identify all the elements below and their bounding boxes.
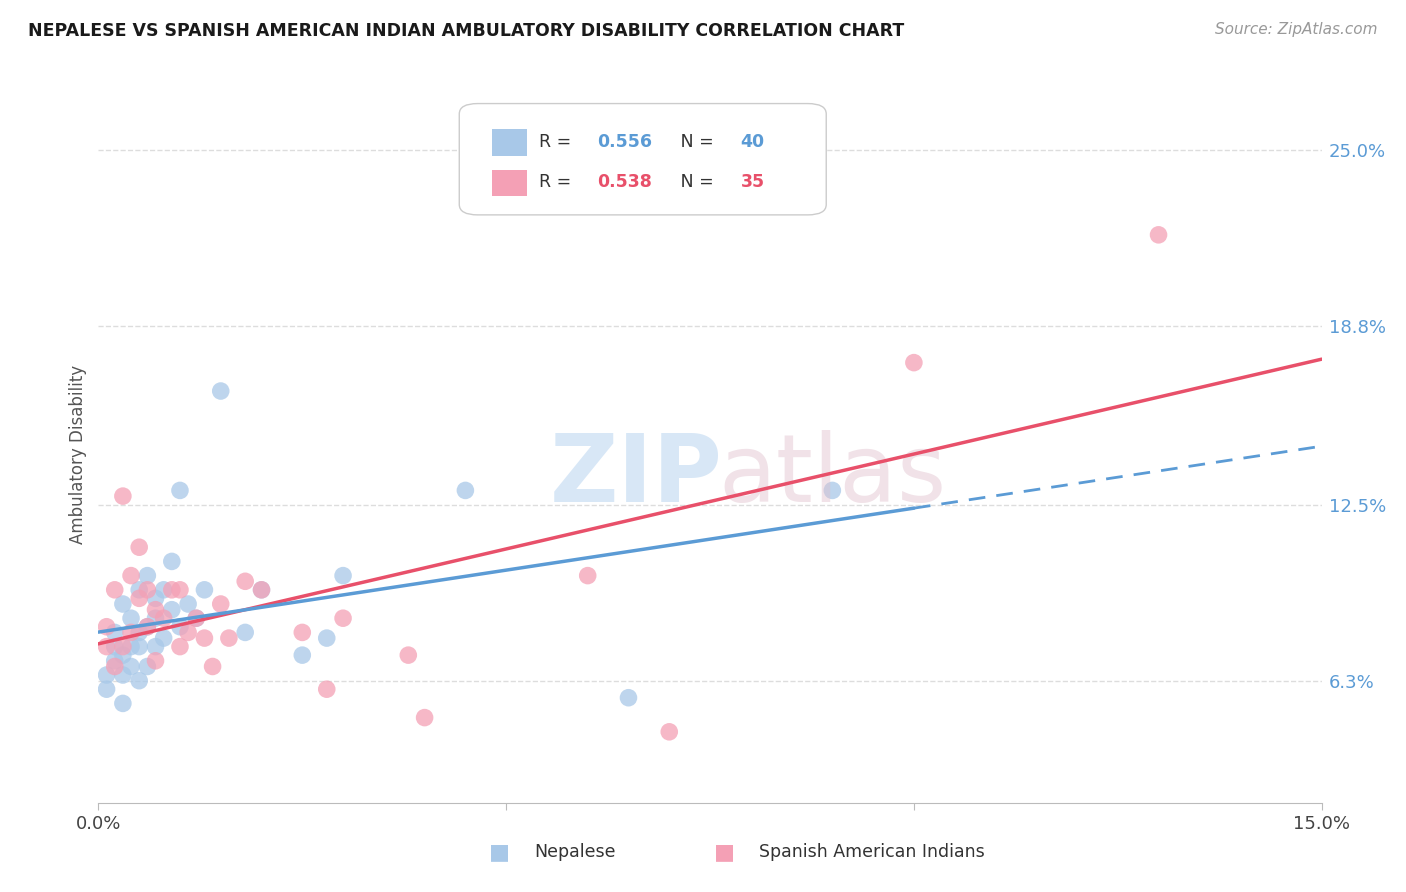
Point: [128, 591, 150, 606]
Point: [136, 568, 159, 582]
Point: [201, 659, 224, 673]
Point: [160, 554, 183, 568]
Point: [169, 620, 191, 634]
Text: N =: N =: [664, 133, 718, 151]
Point: [111, 697, 134, 711]
Text: 0.556: 0.556: [598, 133, 652, 151]
Text: ■: ■: [714, 842, 734, 862]
Point: [396, 648, 419, 662]
Point: [209, 597, 232, 611]
Point: [193, 582, 215, 597]
Point: [291, 625, 314, 640]
Point: [218, 631, 240, 645]
Point: [145, 640, 167, 654]
Point: [128, 625, 150, 640]
Text: ZIP: ZIP: [550, 430, 723, 522]
Point: [128, 640, 150, 654]
Point: [821, 483, 844, 498]
Point: [136, 620, 159, 634]
Text: 35: 35: [741, 173, 765, 191]
Text: ■: ■: [489, 842, 509, 862]
Text: R =: R =: [538, 173, 576, 191]
Point: [104, 640, 127, 654]
Point: [128, 582, 150, 597]
Point: [209, 384, 232, 398]
Point: [128, 540, 150, 554]
Point: [96, 682, 118, 697]
Point: [120, 659, 142, 673]
Bar: [492, 169, 527, 196]
Point: [111, 668, 134, 682]
Point: [145, 603, 167, 617]
Point: [104, 625, 127, 640]
Point: [186, 611, 208, 625]
Point: [903, 356, 925, 370]
Point: [193, 631, 215, 645]
Text: NEPALESE VS SPANISH AMERICAN INDIAN AMBULATORY DISABILITY CORRELATION CHART: NEPALESE VS SPANISH AMERICAN INDIAN AMBU…: [28, 22, 904, 40]
Point: [160, 582, 183, 597]
Point: [120, 625, 142, 640]
Point: [96, 640, 118, 654]
Point: [169, 582, 191, 597]
Point: [315, 682, 337, 697]
Point: [136, 582, 159, 597]
Point: [658, 724, 681, 739]
Point: [332, 611, 354, 625]
Point: [104, 659, 127, 673]
Text: Nepalese: Nepalese: [534, 843, 616, 861]
Point: [104, 654, 127, 668]
Point: [1147, 227, 1170, 242]
Point: [576, 568, 599, 582]
Point: [111, 648, 134, 662]
Text: atlas: atlas: [718, 430, 946, 522]
Point: [233, 625, 256, 640]
Point: [233, 574, 256, 589]
Point: [120, 611, 142, 625]
Point: [250, 582, 273, 597]
Point: [111, 640, 134, 654]
Point: [96, 668, 118, 682]
Point: [332, 568, 354, 582]
Point: [152, 611, 174, 625]
Text: R =: R =: [538, 133, 576, 151]
Point: [111, 489, 134, 503]
Point: [413, 710, 436, 724]
Point: [186, 611, 208, 625]
Y-axis label: Ambulatory Disability: Ambulatory Disability: [69, 366, 87, 544]
Point: [315, 631, 337, 645]
Point: [169, 640, 191, 654]
FancyBboxPatch shape: [460, 103, 827, 215]
Point: [177, 625, 200, 640]
Point: [136, 659, 159, 673]
Point: [454, 483, 477, 498]
Point: [104, 582, 127, 597]
Point: [152, 631, 174, 645]
Point: [160, 603, 183, 617]
Text: Source: ZipAtlas.com: Source: ZipAtlas.com: [1215, 22, 1378, 37]
Point: [152, 582, 174, 597]
Point: [145, 654, 167, 668]
Point: [177, 597, 200, 611]
Point: [145, 591, 167, 606]
Point: [169, 483, 191, 498]
Point: [617, 690, 640, 705]
Point: [96, 620, 118, 634]
Point: [111, 597, 134, 611]
Point: [291, 648, 314, 662]
Text: Spanish American Indians: Spanish American Indians: [759, 843, 986, 861]
Point: [128, 673, 150, 688]
Point: [120, 640, 142, 654]
Bar: [492, 129, 527, 156]
Point: [120, 568, 142, 582]
Point: [136, 620, 159, 634]
Text: 40: 40: [741, 133, 765, 151]
Point: [250, 582, 273, 597]
Text: 0.538: 0.538: [598, 173, 652, 191]
Point: [145, 611, 167, 625]
Text: N =: N =: [664, 173, 718, 191]
